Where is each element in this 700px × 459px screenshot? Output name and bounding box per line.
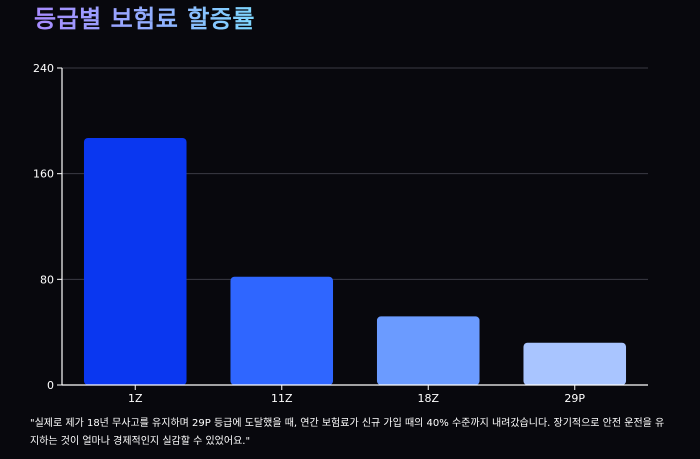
bars [83, 138, 627, 385]
y-tick-label: 0 [47, 379, 54, 392]
y-tick-labels: 0 80 160 240 [33, 62, 54, 392]
bar-11z [230, 276, 334, 385]
y-tick-label: 240 [33, 62, 54, 75]
y-tick-label: 80 [40, 273, 54, 286]
bar-29p [523, 342, 627, 385]
bar-chart: 0 80 160 240 1Z 11Z 18Z 29P [33, 62, 648, 405]
bar-1z [83, 138, 187, 385]
x-tick-label: 1Z [128, 392, 143, 405]
y-tick-label: 160 [33, 168, 54, 181]
chart-caption: "실제로 제가 18년 무사고를 유지하며 29P 등급에 도달했을 때, 연간… [30, 418, 665, 447]
chart-title: 등급별 보험료 할증률 [34, 2, 255, 36]
x-tick-label: 29P [564, 392, 585, 405]
bar-18z [376, 316, 480, 385]
x-tick-labels: 1Z 11Z 18Z 29P [128, 392, 585, 405]
x-tick-label: 11Z [271, 392, 293, 405]
axes [57, 67, 648, 390]
x-tick-label: 18Z [417, 392, 439, 405]
